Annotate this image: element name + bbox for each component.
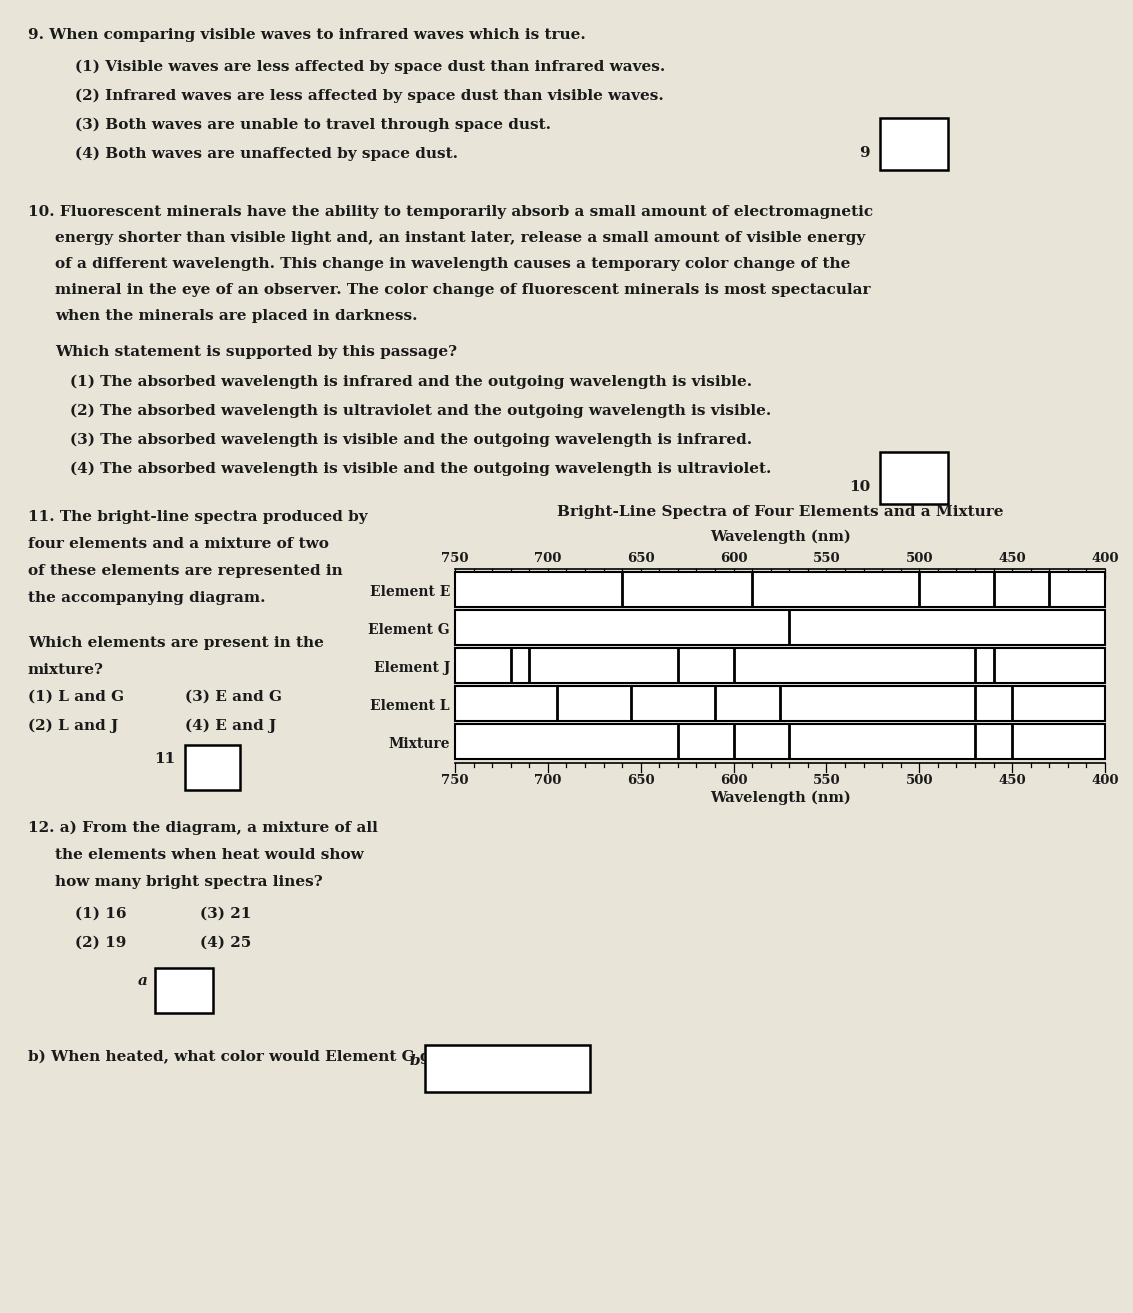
Text: 650: 650	[627, 773, 655, 786]
Text: 600: 600	[719, 551, 748, 565]
Text: mineral in the eye of an observer. The color change of fluorescent minerals is m: mineral in the eye of an observer. The c…	[56, 284, 870, 297]
Text: Which elements are present in the: Which elements are present in the	[28, 635, 324, 650]
Text: 750: 750	[441, 773, 469, 786]
Text: of these elements are represented in: of these elements are represented in	[28, 565, 343, 578]
Bar	[155, 968, 213, 1014]
Text: 500: 500	[905, 551, 934, 565]
Text: Wavelength (nm): Wavelength (nm)	[709, 530, 851, 545]
Text: Element E: Element E	[369, 586, 450, 599]
Text: (3) Both waves are unable to travel through space dust.: (3) Both waves are unable to travel thro…	[75, 118, 551, 133]
Text: 10: 10	[849, 481, 870, 494]
Text: Wavelength (nm): Wavelength (nm)	[709, 790, 851, 805]
Text: (2) 19: (2) 19	[75, 936, 127, 951]
Text: (2) Infrared waves are less affected by space dust than visible waves.: (2) Infrared waves are less affected by …	[75, 89, 664, 104]
Text: (1) L and G: (1) L and G	[28, 691, 125, 704]
Text: (1) 16: (1) 16	[75, 907, 127, 920]
Text: (2) L and J: (2) L and J	[28, 720, 118, 734]
Text: a: a	[138, 974, 148, 987]
Text: (3) 21: (3) 21	[201, 907, 252, 920]
Bar	[455, 723, 1105, 759]
Text: Mixture: Mixture	[389, 738, 450, 751]
Bar	[880, 118, 948, 169]
Bar	[455, 685, 1105, 721]
Bar	[880, 452, 948, 504]
Bar	[455, 611, 1105, 645]
Text: Bright-Line Spectra of Four Elements and a Mixture: Bright-Line Spectra of Four Elements and…	[556, 506, 1003, 519]
Text: 400: 400	[1091, 551, 1118, 565]
Text: 450: 450	[998, 551, 1026, 565]
Text: (4) Both waves are unaffected by space dust.: (4) Both waves are unaffected by space d…	[75, 147, 458, 161]
Text: Element J: Element J	[374, 662, 450, 675]
Text: 11: 11	[154, 752, 174, 765]
Text: (2) The absorbed wavelength is ultraviolet and the outgoing wavelength is visibl: (2) The absorbed wavelength is ultraviol…	[70, 404, 772, 419]
Text: 10. Fluorescent minerals have the ability to temporarily absorb a small amount o: 10. Fluorescent minerals have the abilit…	[28, 205, 874, 219]
Bar	[455, 572, 1105, 607]
Text: when the minerals are placed in darkness.: when the minerals are placed in darkness…	[56, 309, 417, 323]
Text: 550: 550	[812, 773, 841, 786]
Bar	[425, 1045, 590, 1092]
Text: the elements when heat would show: the elements when heat would show	[56, 848, 364, 863]
Text: mixture?: mixture?	[28, 663, 104, 678]
Bar	[455, 649, 1105, 683]
Text: (1) Visible waves are less affected by space dust than infrared waves.: (1) Visible waves are less affected by s…	[75, 60, 665, 75]
Text: how many bright spectra lines?: how many bright spectra lines?	[56, 874, 323, 889]
Text: four elements and a mixture of two: four elements and a mixture of two	[28, 537, 329, 551]
Text: 650: 650	[627, 551, 655, 565]
Text: 400: 400	[1091, 773, 1118, 786]
Text: the accompanying diagram.: the accompanying diagram.	[28, 591, 265, 605]
Text: of a different wavelength. This change in wavelength causes a temporary color ch: of a different wavelength. This change i…	[56, 257, 851, 270]
Text: 12. a) From the diagram, a mixture of all: 12. a) From the diagram, a mixture of al…	[28, 821, 378, 835]
Text: Element G: Element G	[368, 624, 450, 637]
Text: 700: 700	[534, 551, 562, 565]
Text: Element L: Element L	[370, 700, 450, 713]
Text: 550: 550	[812, 551, 841, 565]
Text: 450: 450	[998, 773, 1026, 786]
Text: b) When heated, what color would Element G glow?: b) When heated, what color would Element…	[28, 1050, 468, 1065]
Text: Which statement is supported by this passage?: Which statement is supported by this pas…	[56, 345, 457, 358]
Text: (3) The absorbed wavelength is visible and the outgoing wavelength is infrared.: (3) The absorbed wavelength is visible a…	[70, 433, 752, 448]
Text: 500: 500	[905, 773, 934, 786]
Text: (4) E and J: (4) E and J	[185, 720, 276, 734]
Text: (1) The absorbed wavelength is infrared and the outgoing wavelength is visible.: (1) The absorbed wavelength is infrared …	[70, 376, 752, 390]
Text: 11. The bright-line spectra produced by: 11. The bright-line spectra produced by	[28, 509, 367, 524]
Text: 9. When comparing visible waves to infrared waves which is true.: 9. When comparing visible waves to infra…	[28, 28, 586, 42]
Bar	[185, 744, 240, 790]
Text: 600: 600	[719, 773, 748, 786]
Text: (4) 25: (4) 25	[201, 936, 252, 951]
Text: (4) The absorbed wavelength is visible and the outgoing wavelength is ultraviole: (4) The absorbed wavelength is visible a…	[70, 462, 772, 477]
Text: b: b	[409, 1054, 420, 1067]
Text: (3) E and G: (3) E and G	[185, 691, 282, 704]
Text: 9: 9	[859, 146, 870, 160]
Text: energy shorter than visible light and, an instant later, release a small amount : energy shorter than visible light and, a…	[56, 231, 866, 246]
Text: 700: 700	[534, 773, 562, 786]
Text: 750: 750	[441, 551, 469, 565]
